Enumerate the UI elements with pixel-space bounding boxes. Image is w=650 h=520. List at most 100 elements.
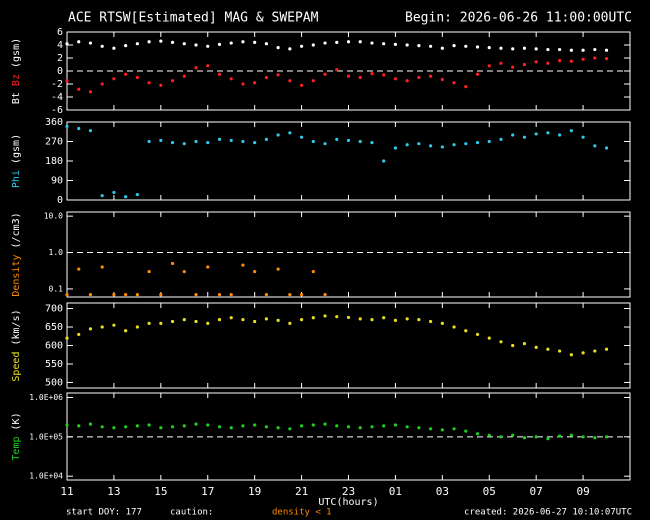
data-point [429, 144, 433, 148]
data-point [405, 143, 409, 147]
data-point [217, 292, 222, 297]
data-point [276, 426, 280, 430]
data-point [534, 47, 538, 51]
data-point [604, 48, 609, 52]
data-point [358, 317, 362, 321]
data-point [487, 46, 491, 50]
data-point [393, 77, 398, 81]
data-point [346, 138, 351, 143]
data-point [569, 353, 573, 357]
data-point [323, 72, 327, 76]
data-point [77, 87, 81, 91]
data-point [288, 79, 292, 83]
data-point [264, 42, 268, 46]
data-point [534, 132, 538, 136]
data-point [241, 139, 245, 144]
data-point [335, 424, 339, 428]
data-point [241, 263, 245, 267]
data-point [358, 40, 362, 44]
data-point [100, 425, 104, 429]
data-point [370, 41, 374, 45]
panel-frame [66, 302, 631, 389]
created: created: 2026-06-27 10:10:07UTC [464, 508, 632, 518]
data-point [604, 146, 609, 150]
y-tick-label: 700 [45, 304, 63, 315]
data-point [346, 425, 351, 429]
data-point [558, 133, 562, 137]
data-point [522, 342, 527, 346]
data-point [206, 265, 210, 269]
y-tick-label: 180 [45, 156, 63, 167]
data-point [147, 139, 151, 144]
data-point [170, 425, 175, 429]
data-point [299, 135, 304, 139]
start-doy: start DOY: 177 [66, 508, 142, 518]
data-point [264, 75, 268, 80]
data-point [346, 315, 351, 320]
data-point [335, 40, 339, 45]
data-point [206, 423, 210, 427]
y-unit: (/cm3) [11, 212, 22, 248]
legend-entry: Phi [11, 170, 22, 188]
data-point [241, 82, 245, 86]
data-point [393, 318, 398, 322]
data-point [182, 142, 186, 146]
data-point [464, 429, 468, 433]
data-point [405, 43, 409, 47]
data-point [159, 39, 163, 43]
data-point [522, 436, 527, 440]
data-point [370, 318, 374, 322]
data-point [194, 139, 198, 144]
data-point [135, 325, 139, 329]
caution: caution: [170, 508, 213, 518]
y-tick-label: 0 [57, 66, 63, 77]
data-point [217, 72, 222, 76]
data-point [299, 424, 304, 428]
data-point [440, 428, 444, 432]
y-tick-label: 500 [45, 377, 63, 388]
data-point [487, 139, 491, 144]
data-point [124, 329, 128, 333]
data-point [429, 319, 433, 324]
data-point [159, 321, 163, 325]
data-point [276, 46, 280, 50]
data-point [429, 427, 433, 431]
data-point [217, 425, 222, 429]
data-point [170, 140, 175, 145]
data-point [358, 139, 362, 144]
data-point [475, 432, 480, 436]
data-point [452, 143, 456, 147]
data-point [217, 318, 222, 322]
data-point [475, 45, 480, 49]
data-point [124, 292, 128, 297]
data-point [253, 140, 257, 145]
data-point [194, 319, 198, 324]
data-point [558, 434, 562, 438]
data-point [264, 292, 268, 297]
data-point [194, 66, 198, 70]
data-point [581, 135, 585, 139]
data-point [147, 40, 151, 44]
data-point [288, 427, 292, 431]
data-point [182, 424, 186, 428]
data-point [581, 351, 585, 355]
data-point [499, 46, 503, 50]
data-point [452, 427, 456, 431]
data-point [593, 56, 597, 60]
data-point [100, 325, 104, 329]
data-point [135, 42, 139, 46]
x-tick-label: 17 [201, 485, 214, 498]
y-tick-label: 1.0E+05 [29, 432, 63, 441]
data-point [77, 126, 81, 131]
data-point [217, 137, 222, 141]
data-point [135, 424, 139, 428]
data-point [370, 425, 374, 429]
data-point [382, 316, 386, 320]
x-tick-label: 15 [154, 485, 167, 498]
density-note: density < 1 [272, 508, 332, 518]
data-point [100, 82, 104, 86]
data-point [147, 423, 151, 427]
data-point [65, 124, 69, 128]
y-tick-label: 1.0 [49, 248, 64, 257]
data-point [417, 318, 421, 322]
